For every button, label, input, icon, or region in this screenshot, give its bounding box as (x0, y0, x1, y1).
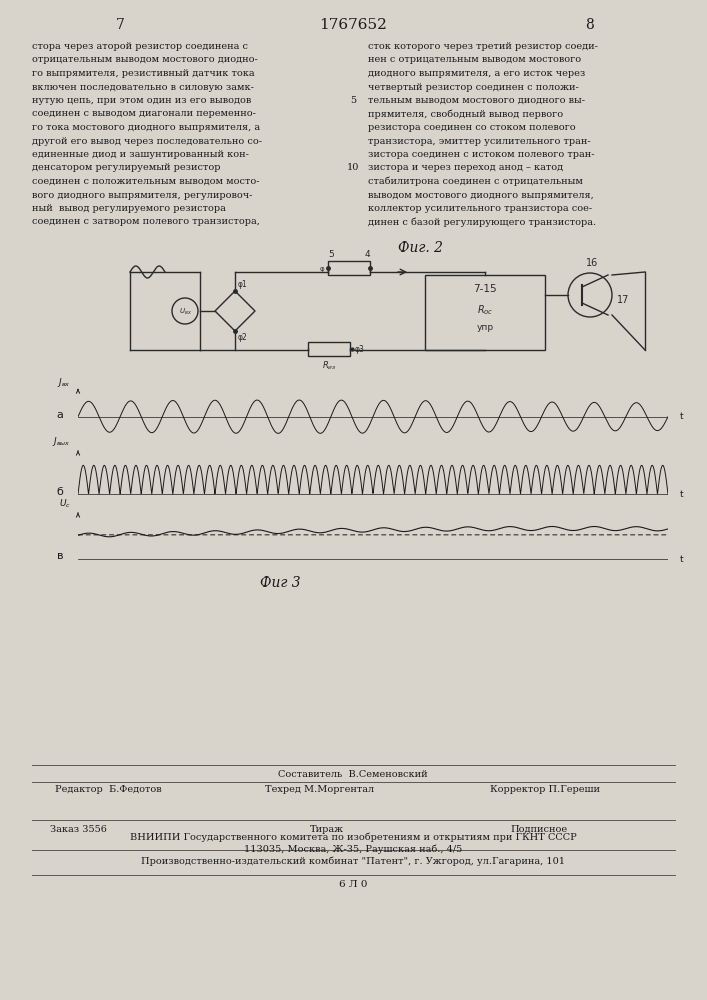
Text: стора через аторой резистор соединена с: стора через аторой резистор соединена с (32, 42, 248, 51)
Text: t: t (680, 412, 684, 421)
Text: тельным выводом мостового диодного вы-: тельным выводом мостового диодного вы- (368, 96, 585, 105)
Text: $J_{вых}$: $J_{вых}$ (52, 435, 71, 448)
Text: ВНИИПИ Государственного комитета по изобретениям и открытиям при ГКНТ СССР: ВНИИПИ Государственного комитета по изоб… (129, 832, 576, 842)
Text: го тока мостового диодного выпрямителя, а: го тока мостового диодного выпрямителя, … (32, 123, 260, 132)
Text: Производственно-издательский комбинат "Патент", г. Ужгород, ул.Гагарина, 101: Производственно-издательский комбинат "П… (141, 856, 565, 865)
Text: t: t (680, 490, 684, 499)
Text: Корректор П.Гереши: Корректор П.Гереши (490, 785, 600, 794)
Text: 16: 16 (586, 258, 598, 268)
Text: Заказ 3556: Заказ 3556 (50, 825, 107, 834)
Text: φ3: φ3 (355, 344, 365, 354)
Text: 5: 5 (328, 250, 334, 259)
Text: 7-15: 7-15 (473, 284, 497, 294)
Text: $U_c$: $U_c$ (59, 497, 71, 510)
Text: φ1: φ1 (238, 280, 247, 289)
Text: $J_{вх}$: $J_{вх}$ (57, 376, 71, 389)
Text: 1767652: 1767652 (319, 18, 387, 32)
Text: $U_{вх}$: $U_{вх}$ (179, 307, 192, 317)
Bar (308, 342, 350, 356)
Text: четвертый резистор соединен с положи-: четвертый резистор соединен с положи- (368, 83, 579, 92)
Text: единенные диод и зашунтированный кон-: единенные диод и зашунтированный кон- (32, 150, 249, 159)
Text: Фиг 3: Фиг 3 (259, 576, 300, 590)
Text: Тираж: Тираж (310, 825, 344, 834)
Text: зистора соединен с истоком полевого тран-: зистора соединен с истоком полевого тран… (368, 150, 595, 159)
Text: 113035, Москва, Ж-35, Раушская наб., 4/5: 113035, Москва, Ж-35, Раушская наб., 4/5 (244, 844, 462, 854)
Text: $R_{ос}$: $R_{ос}$ (477, 303, 493, 317)
Text: зистора и через переход анод – катод: зистора и через переход анод – катод (368, 163, 563, 172)
Text: упр: упр (477, 322, 493, 332)
Text: соединен с затвором полевого транзистора,: соединен с затвором полевого транзистора… (32, 218, 260, 227)
Text: прямителя, свободный вывод первого: прямителя, свободный вывод первого (368, 109, 563, 119)
Text: вого диодного выпрямителя, регулировоч-: вого диодного выпрямителя, регулировоч- (32, 190, 252, 200)
Text: б: б (57, 487, 63, 497)
Bar (425, 275, 545, 350)
Text: соединен с выводом диагонали переменно-: соединен с выводом диагонали переменно- (32, 109, 256, 118)
Text: диодного выпрямителя, а его исток через: диодного выпрямителя, а его исток через (368, 69, 585, 78)
Text: выводом мостового диодного выпрямителя,: выводом мостового диодного выпрямителя, (368, 190, 594, 200)
Text: $R_{из}$: $R_{из}$ (322, 359, 337, 371)
Text: коллектор усилительного транзистора сое-: коллектор усилительного транзистора сое- (368, 204, 592, 213)
Text: 7: 7 (115, 18, 124, 32)
Text: ный  вывод регулируемого резистора: ный вывод регулируемого резистора (32, 204, 226, 213)
Text: φ2: φ2 (238, 333, 247, 342)
Text: транзистора, эмиттер усилительного тран-: транзистора, эмиттер усилительного тран- (368, 136, 590, 145)
Text: динен с базой регулирующего транзистора.: динен с базой регулирующего транзистора. (368, 218, 596, 227)
Text: Редактор  Б.Федотов: Редактор Б.Федотов (55, 785, 162, 794)
Text: резистора соединен со стоком полевого: резистора соединен со стоком полевого (368, 123, 575, 132)
Text: Техред М.Моргентал: Техред М.Моргентал (265, 785, 374, 794)
Text: соединен с положительным выводом мосто-: соединен с положительным выводом мосто- (32, 177, 259, 186)
Text: 17: 17 (617, 295, 629, 305)
Bar (328, 261, 370, 275)
Text: 6 Л 0: 6 Л 0 (339, 880, 367, 889)
Text: другой его вывод через последовательно со-: другой его вывод через последовательно с… (32, 136, 262, 145)
Text: стабилитрона соединен с отрицательным: стабилитрона соединен с отрицательным (368, 177, 583, 186)
Text: t: t (680, 555, 684, 564)
Text: в: в (57, 551, 63, 561)
Text: 8: 8 (585, 18, 595, 32)
Text: Фиг. 2: Фиг. 2 (397, 241, 443, 255)
Text: нен с отрицательным выводом мостового: нен с отрицательным выводом мостового (368, 55, 581, 64)
Text: Подписное: Подписное (510, 825, 567, 834)
Text: включен последовательно в силовую замк-: включен последовательно в силовую замк- (32, 83, 254, 92)
Text: сток которого через третий резистор соеди-: сток которого через третий резистор соед… (368, 42, 598, 51)
Text: нутую цепь, при этом один из его выводов: нутую цепь, при этом один из его выводов (32, 96, 251, 105)
Text: денсатором регулируемый резистор: денсатором регулируемый резистор (32, 163, 221, 172)
Text: Составитель  В.Семеновский: Составитель В.Семеновский (278, 770, 428, 779)
Text: φ: φ (320, 266, 324, 272)
Text: отрицательным выводом мостового диодно-: отрицательным выводом мостового диодно- (32, 55, 258, 64)
Text: 10: 10 (347, 163, 359, 172)
Text: 5: 5 (350, 96, 356, 105)
Text: а: а (57, 410, 63, 420)
Text: 4: 4 (364, 250, 370, 259)
Text: го выпрямителя, резистивный датчик тока: го выпрямителя, резистивный датчик тока (32, 69, 255, 78)
